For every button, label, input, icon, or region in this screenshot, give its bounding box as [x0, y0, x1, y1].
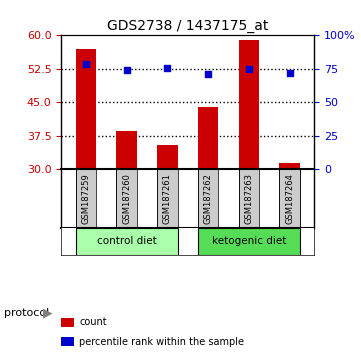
- Text: control diet: control diet: [97, 236, 156, 246]
- Text: protocol: protocol: [4, 308, 49, 318]
- Text: GSM187263: GSM187263: [244, 173, 253, 224]
- FancyBboxPatch shape: [239, 169, 259, 228]
- Bar: [198, 107, 218, 169]
- FancyBboxPatch shape: [198, 228, 300, 255]
- FancyBboxPatch shape: [279, 169, 300, 228]
- Point: [287, 70, 292, 76]
- FancyBboxPatch shape: [198, 169, 218, 228]
- Point: [246, 66, 252, 72]
- Text: ketogenic diet: ketogenic diet: [212, 236, 286, 246]
- Text: GSM187262: GSM187262: [204, 173, 213, 224]
- Title: GDS2738 / 1437175_at: GDS2738 / 1437175_at: [107, 19, 269, 33]
- Text: GSM187259: GSM187259: [81, 173, 90, 224]
- Bar: [61, 337, 74, 346]
- Text: GSM187264: GSM187264: [285, 173, 294, 224]
- Bar: [61, 318, 74, 327]
- Bar: [279, 162, 300, 169]
- Text: ▶: ▶: [43, 307, 53, 320]
- Point: [83, 61, 89, 66]
- FancyBboxPatch shape: [76, 228, 178, 255]
- FancyBboxPatch shape: [116, 169, 137, 228]
- Point: [165, 65, 170, 70]
- Bar: [76, 49, 96, 169]
- Text: GSM187260: GSM187260: [122, 173, 131, 224]
- Text: GSM187261: GSM187261: [163, 173, 172, 224]
- Text: count: count: [79, 317, 107, 327]
- Bar: [157, 145, 178, 169]
- Point: [124, 67, 130, 73]
- FancyBboxPatch shape: [76, 169, 96, 228]
- Bar: [239, 40, 259, 169]
- Text: percentile rank within the sample: percentile rank within the sample: [79, 337, 244, 347]
- Point: [205, 72, 211, 77]
- FancyBboxPatch shape: [157, 169, 178, 228]
- Bar: [116, 131, 137, 169]
